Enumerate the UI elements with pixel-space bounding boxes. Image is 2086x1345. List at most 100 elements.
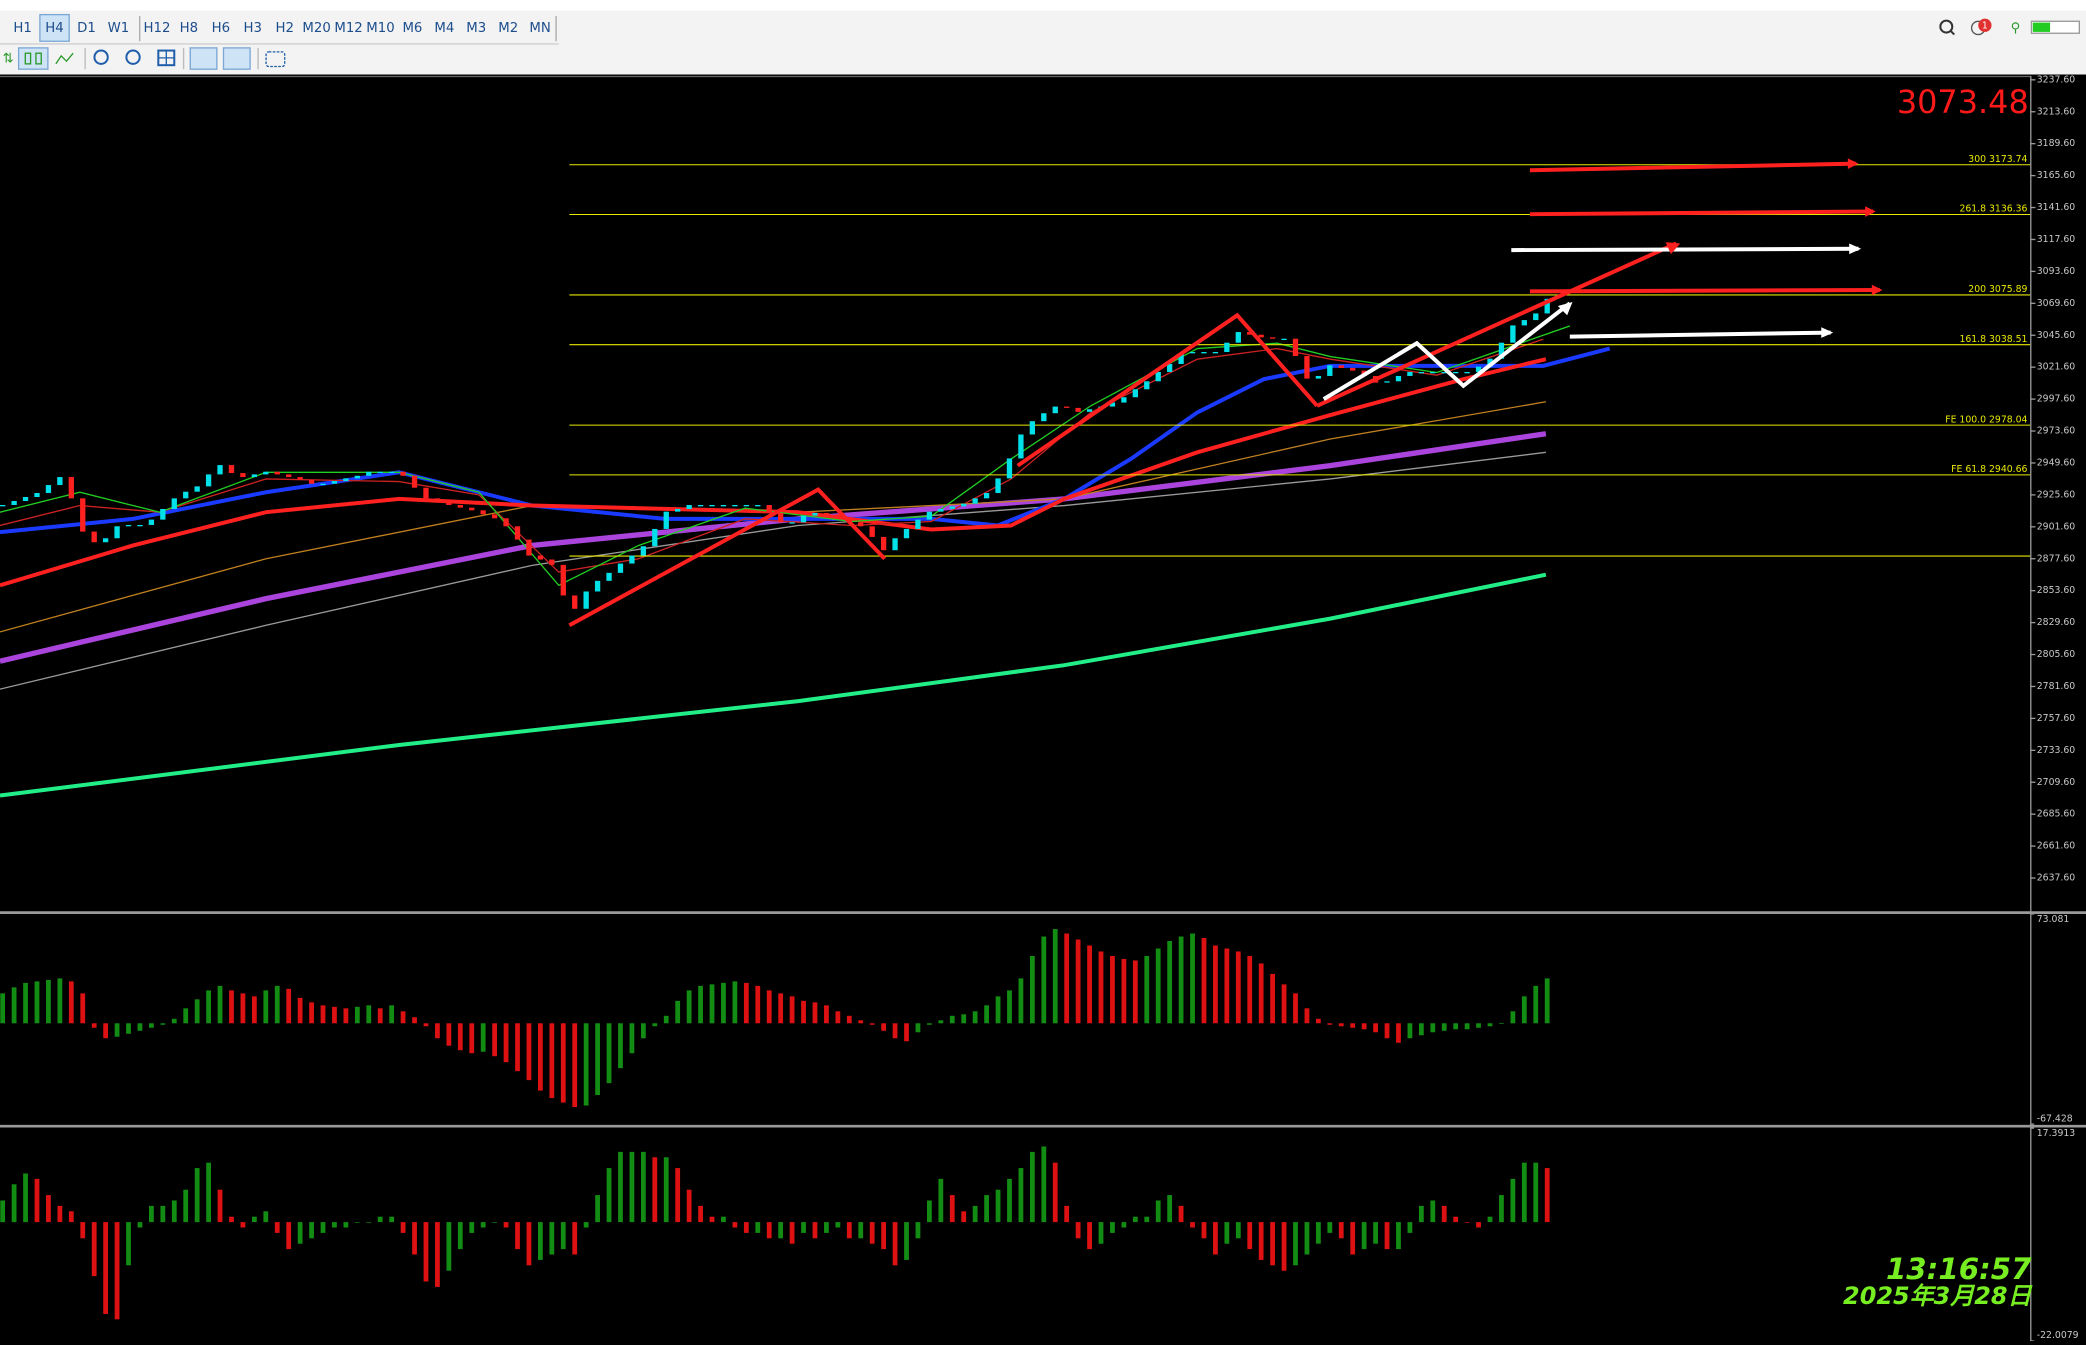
timeframe-button[interactable]: M2 bbox=[498, 21, 518, 36]
shift-button[interactable] bbox=[222, 47, 251, 70]
timeframe-button[interactable]: H6 bbox=[212, 21, 230, 36]
candle bbox=[869, 526, 875, 537]
candle bbox=[480, 510, 486, 515]
line-button[interactable] bbox=[55, 52, 74, 65]
candle bbox=[22, 497, 29, 502]
timeframe-button[interactable]: M10 bbox=[366, 21, 394, 36]
candle bbox=[377, 471, 383, 474]
candle bbox=[388, 471, 395, 474]
timeframe-button[interactable]: MN bbox=[529, 21, 550, 36]
timeframe-button[interactable]: H1 bbox=[13, 21, 31, 36]
histogram-bar bbox=[686, 990, 692, 1024]
candle bbox=[1075, 407, 1081, 412]
histogram-bar bbox=[1510, 1178, 1516, 1223]
timeframe-button[interactable]: M4 bbox=[434, 21, 454, 36]
candle bbox=[11, 501, 17, 506]
timeframe-button[interactable]: M6 bbox=[402, 21, 422, 36]
histogram-bar bbox=[1510, 1011, 1516, 1024]
timeframe-button[interactable]: H2 bbox=[275, 21, 293, 36]
search-button[interactable] bbox=[1939, 19, 1954, 34]
histogram-bar bbox=[80, 993, 86, 1024]
candle bbox=[629, 555, 635, 564]
histogram-bar bbox=[286, 988, 292, 1024]
histogram-bar bbox=[1121, 1222, 1127, 1228]
histogram-bar bbox=[366, 1005, 372, 1024]
y-tick-label: 3237.60 bbox=[2037, 74, 2076, 85]
histogram-bar bbox=[1430, 1023, 1436, 1033]
histogram-bar bbox=[629, 1151, 635, 1223]
timeframe-button[interactable]: M20 bbox=[302, 21, 330, 36]
indicator-lines bbox=[0, 325, 1611, 798]
timeframe-button[interactable]: M3 bbox=[466, 21, 486, 36]
candles-button[interactable] bbox=[17, 47, 49, 70]
histogram-bar bbox=[103, 1222, 109, 1314]
timeframe-button[interactable]: H8 bbox=[180, 21, 198, 36]
candle bbox=[686, 505, 692, 509]
histogram-bar bbox=[652, 1023, 658, 1027]
histogram-bar bbox=[457, 1222, 463, 1250]
candle bbox=[57, 477, 63, 486]
battery bbox=[2030, 20, 2081, 34]
histogram-bar bbox=[1213, 945, 1218, 1024]
ma-line bbox=[0, 572, 1547, 798]
candle bbox=[652, 528, 658, 547]
y-tick-label: 3213.60 bbox=[2037, 106, 2076, 117]
timeframe-button[interactable]: M12 bbox=[334, 21, 362, 36]
timeframe-button[interactable]: H4 bbox=[45, 21, 63, 36]
histogram-bar bbox=[251, 1216, 257, 1223]
histogram-bar bbox=[1029, 955, 1035, 1024]
signal-icon[interactable]: ⚲ bbox=[2011, 21, 2021, 36]
candle bbox=[572, 595, 578, 609]
histogram-bar bbox=[1235, 951, 1241, 1024]
histogram-bar bbox=[1144, 955, 1150, 1024]
histogram-bar bbox=[23, 1173, 28, 1223]
histogram-bar bbox=[137, 1023, 143, 1031]
y-tick-label: 2973.60 bbox=[2037, 426, 2076, 437]
zoom-in-button[interactable] bbox=[93, 49, 109, 65]
timeframe-button[interactable]: W1 bbox=[108, 21, 130, 36]
candle bbox=[308, 479, 315, 484]
histogram-bar bbox=[1281, 984, 1287, 1024]
histogram-bar bbox=[1533, 985, 1539, 1024]
histogram-bar bbox=[217, 985, 223, 1024]
candle bbox=[777, 512, 784, 523]
histogram-bar bbox=[503, 1222, 509, 1228]
histogram-bar bbox=[904, 1222, 909, 1260]
title-strip bbox=[0, 0, 2086, 11]
candle bbox=[663, 511, 669, 529]
histogram-bar bbox=[915, 1023, 921, 1033]
oscillator-2: 17.3913 -22.0079 bbox=[0, 1127, 2079, 1342]
histogram-bar bbox=[412, 1222, 417, 1255]
candle bbox=[983, 493, 990, 499]
histogram-bar bbox=[1167, 1195, 1173, 1223]
histogram-bar bbox=[515, 1222, 520, 1250]
timeframe-button[interactable]: H12 bbox=[144, 21, 171, 36]
histogram-bar bbox=[1110, 1222, 1115, 1233]
histogram-bar bbox=[698, 1205, 703, 1223]
zoom-out-button[interactable] bbox=[125, 49, 141, 65]
histogram-bar bbox=[286, 1222, 292, 1250]
histogram-bar bbox=[1327, 1023, 1333, 1025]
timeframe-button[interactable]: D1 bbox=[77, 21, 96, 36]
icon: ⇅ bbox=[3, 52, 14, 67]
histogram-bar bbox=[1235, 1222, 1241, 1239]
autoscroll-button[interactable] bbox=[189, 47, 218, 70]
timeframe-button[interactable]: H3 bbox=[244, 21, 262, 36]
histogram-bar bbox=[732, 981, 738, 1024]
histogram-bar bbox=[263, 1211, 269, 1223]
candle bbox=[1453, 371, 1459, 374]
candle bbox=[183, 491, 189, 499]
histogram-bar bbox=[766, 1222, 772, 1239]
histogram-bar bbox=[1007, 990, 1012, 1024]
histogram-bar bbox=[560, 1023, 566, 1103]
candle bbox=[469, 507, 475, 511]
candle bbox=[617, 563, 624, 573]
histogram-bar bbox=[1121, 958, 1127, 1024]
candle bbox=[1464, 371, 1470, 374]
histogram-bar bbox=[400, 1222, 406, 1233]
histogram-bar bbox=[824, 1005, 829, 1024]
icon bbox=[24, 52, 32, 65]
histogram-bar bbox=[1201, 1222, 1207, 1239]
candle bbox=[1247, 332, 1253, 335]
candle bbox=[343, 478, 349, 482]
